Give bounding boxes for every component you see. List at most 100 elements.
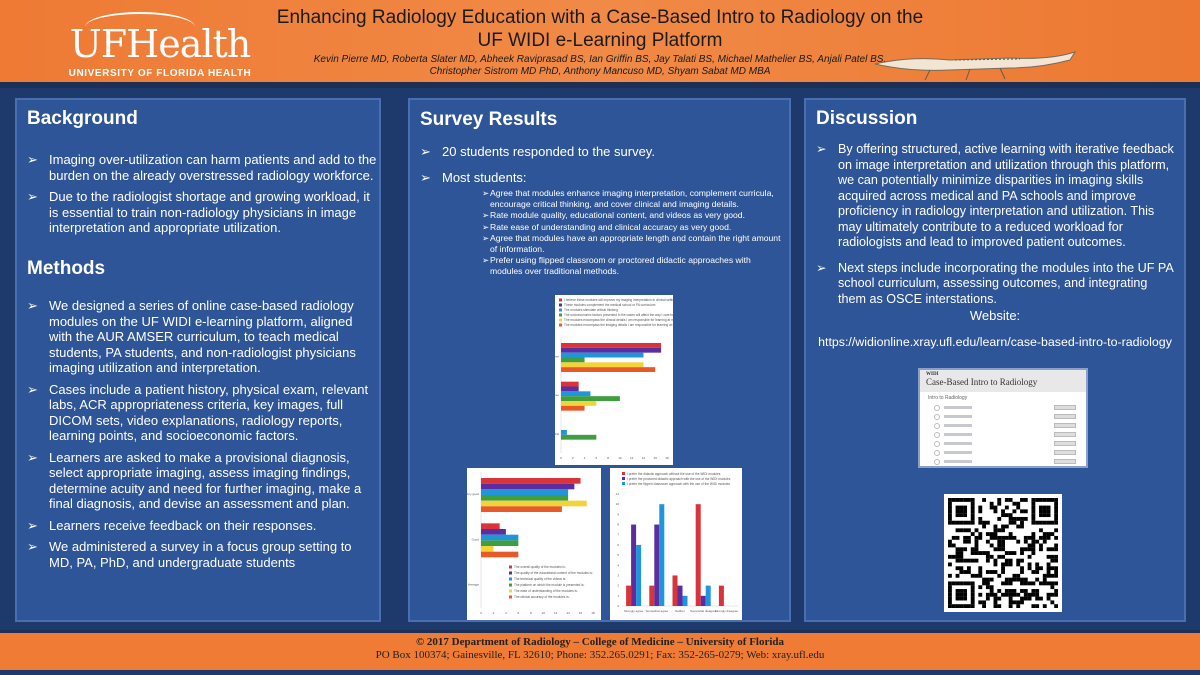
bar bbox=[561, 362, 644, 368]
tick-label: 10 bbox=[542, 611, 546, 615]
tick-label: 0 bbox=[560, 456, 562, 460]
tick-label: 2 bbox=[617, 584, 619, 588]
legend-swatch bbox=[559, 298, 562, 302]
list-item: ➢ Prefer using flipped classroom or proct… bbox=[482, 255, 751, 276]
legend-label: I believe these modules will improve my … bbox=[564, 298, 673, 302]
module-button bbox=[1054, 423, 1076, 428]
discussion-panel: Discussion ➢ By offering structured, acti… bbox=[804, 98, 1186, 622]
website-link[interactable]: https://widionline.xray.ufl.edu/learn/ca… bbox=[818, 335, 1172, 349]
module-status-icon bbox=[934, 405, 940, 411]
tick-label: 1 bbox=[617, 594, 619, 598]
module-button bbox=[1054, 441, 1076, 446]
bar bbox=[649, 585, 655, 606]
module-title-placeholder bbox=[944, 451, 972, 454]
list-item: ➢ Agree that modules enhance imaging inte… bbox=[482, 188, 774, 209]
bar bbox=[561, 357, 585, 363]
list-item: ➢ Rate module quality, educational conten… bbox=[482, 210, 745, 220]
list-item: ➢ Most students: bbox=[420, 169, 527, 185]
bar bbox=[682, 595, 688, 606]
alligator-skeleton-icon bbox=[874, 51, 1077, 81]
bar bbox=[561, 386, 579, 392]
platform-screenshot: WIDI Case-Based Intro to Radiology Intro … bbox=[918, 368, 1088, 468]
module-row bbox=[934, 440, 1086, 449]
module-title-placeholder bbox=[944, 415, 972, 418]
list-item: ➢ Imaging over-utilization can harm patie… bbox=[27, 152, 377, 183]
bar bbox=[481, 523, 500, 529]
category-label: Somewhat agree bbox=[645, 609, 668, 613]
tick-label: 18 bbox=[665, 456, 669, 460]
bar bbox=[481, 506, 562, 512]
bar bbox=[481, 534, 519, 541]
legend-swatch bbox=[509, 565, 512, 569]
legend-swatch bbox=[559, 323, 562, 327]
legend-label: The quality of the educational content o… bbox=[514, 571, 593, 575]
bar bbox=[481, 478, 581, 484]
category-label: Average bbox=[468, 583, 479, 587]
tick-label: 8 bbox=[530, 611, 532, 615]
tick-label: 6 bbox=[617, 543, 619, 547]
category-label: Strongly agree bbox=[555, 355, 559, 359]
list-item: ➢ Rate ease of understanding and clinical… bbox=[482, 221, 732, 232]
category-label: Neither bbox=[675, 609, 685, 613]
module-status-icon bbox=[934, 432, 940, 438]
tick-label: 4 bbox=[617, 563, 619, 567]
legend-label: The modules stimulate critical thinking bbox=[564, 308, 618, 312]
tick-label: 3 bbox=[617, 573, 619, 577]
bar bbox=[561, 347, 662, 353]
tick-label: 18 bbox=[591, 611, 595, 615]
poster-footer: © 2017 Department of Radiology – College… bbox=[0, 630, 1200, 670]
tick-label: 0 bbox=[480, 611, 482, 615]
tick-label: 2 bbox=[493, 611, 495, 615]
tick-label: 16 bbox=[579, 611, 583, 615]
legend-swatch bbox=[559, 303, 562, 307]
legend-label: The ease of understanding of the modules… bbox=[514, 589, 578, 593]
tick-label: 12 bbox=[554, 611, 558, 615]
qr-code[interactable] bbox=[944, 494, 1062, 612]
category-label: Strongly agree bbox=[624, 609, 644, 613]
survey-heading: Survey Results bbox=[420, 109, 558, 130]
bar bbox=[636, 544, 642, 606]
legend-swatch bbox=[509, 577, 512, 581]
list-item: ➢ Due to the radiologist shortage and gro… bbox=[27, 189, 370, 235]
tick-label: 12 bbox=[630, 456, 634, 460]
list-item: ➢ Agree that modules have an appropriate … bbox=[482, 233, 781, 254]
bar bbox=[561, 401, 597, 406]
bar bbox=[561, 405, 585, 411]
tick-label: 7 bbox=[617, 533, 619, 537]
bar bbox=[561, 430, 567, 435]
tick-label: 11 bbox=[616, 492, 619, 496]
legend-label: The clinical accuracy of the modules is: bbox=[514, 595, 570, 599]
category-label: Somewhat agree bbox=[555, 393, 559, 397]
legend-label: The modules encompass the imaging detail… bbox=[564, 323, 673, 327]
category-label: Good bbox=[472, 537, 480, 541]
tick-label: 14 bbox=[642, 456, 646, 460]
bar bbox=[672, 575, 678, 606]
legend-label: These modules complement the medical sch… bbox=[564, 303, 656, 307]
bar bbox=[718, 585, 724, 606]
tick-label: 0 bbox=[617, 604, 619, 608]
legend-label: The technical quality of the videos is: bbox=[514, 577, 566, 581]
module-status-icon bbox=[934, 459, 940, 465]
module-title-placeholder bbox=[944, 406, 972, 409]
teaching-approach-bar-chart: I prefer the didactic approach without t… bbox=[610, 468, 742, 620]
tick-label: 5 bbox=[617, 553, 619, 557]
module-status-icon bbox=[934, 441, 940, 447]
bar bbox=[677, 585, 683, 606]
poster-header: UFHealth UNIVERSITY OF FLORIDA HEALTH En… bbox=[0, 0, 1200, 88]
legend-label: I prefer the didactic approach without t… bbox=[627, 472, 721, 476]
bar bbox=[481, 489, 569, 495]
module-button bbox=[1054, 405, 1076, 410]
legend-swatch bbox=[509, 583, 512, 587]
legend-label: The overall quality of the modules is: bbox=[514, 565, 566, 569]
bar bbox=[481, 529, 506, 535]
quality-rating-bar-chart: The overall quality of the modules is: Th… bbox=[467, 468, 601, 620]
tick-label: 9 bbox=[617, 512, 619, 516]
legend-swatch bbox=[509, 595, 512, 599]
survey-list: ➢ 20 students responded to the survey. ➢ M… bbox=[420, 144, 780, 191]
module-status-icon bbox=[934, 414, 940, 420]
bar bbox=[481, 483, 575, 490]
legend-swatch bbox=[622, 482, 625, 485]
legend-label: I prefer the flipped classroom approach … bbox=[627, 482, 730, 486]
module-row bbox=[934, 422, 1086, 431]
module-row bbox=[934, 413, 1086, 422]
